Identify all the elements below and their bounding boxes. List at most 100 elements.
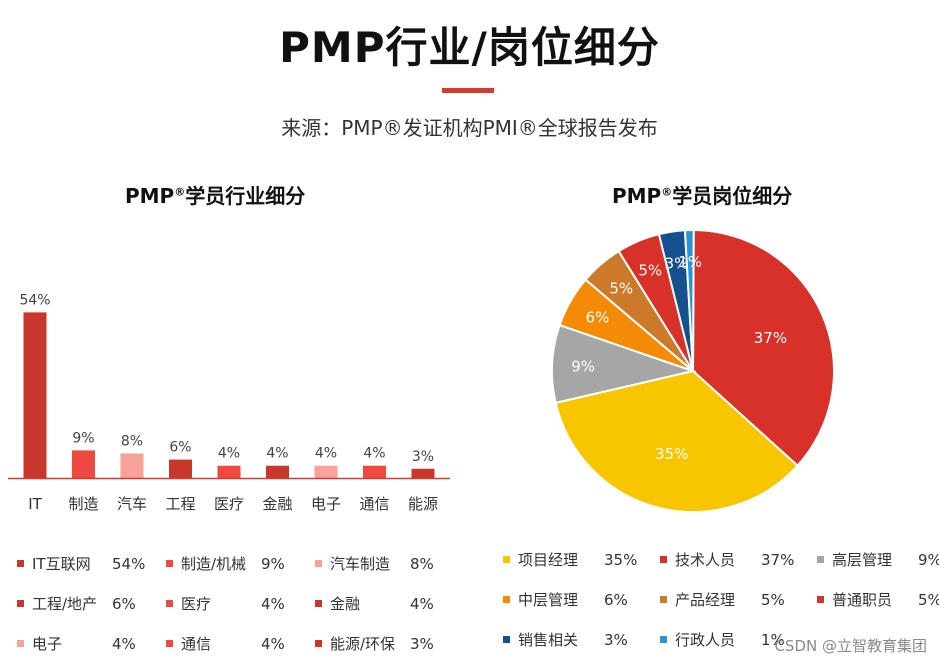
legend-swatch bbox=[503, 636, 510, 643]
legend-value: 3% bbox=[410, 634, 434, 653]
legend-label: 能源/环保 bbox=[330, 635, 396, 653]
legend-item: 电子 4% bbox=[17, 633, 136, 654]
legend-item: 行政人员 1% bbox=[660, 629, 785, 650]
bar-title-suffix: 学员行业细分 bbox=[185, 184, 306, 208]
legend-label: 汽车制造 bbox=[330, 555, 391, 573]
bar-4 bbox=[169, 459, 192, 478]
bar-8 bbox=[363, 465, 386, 478]
bar-value-label: 4% bbox=[266, 446, 288, 462]
bar-category-label: 汽车 bbox=[117, 495, 147, 513]
bar-value-label: 4% bbox=[363, 446, 385, 462]
legend-swatch bbox=[660, 636, 667, 643]
pie-slice-label: 35% bbox=[655, 445, 688, 463]
bar-5 bbox=[217, 465, 241, 478]
legend-label: 通信 bbox=[181, 635, 212, 653]
legend-item: 普通职员 5% bbox=[817, 589, 939, 610]
pie-slice-label: 5% bbox=[609, 280, 633, 298]
legend-item: 技术人员 37% bbox=[660, 549, 794, 570]
pie-slice-1 bbox=[691, 228, 835, 468]
legend-value: 3% bbox=[604, 630, 628, 649]
legend-swatch bbox=[660, 556, 667, 563]
legend-label: 医疗 bbox=[181, 595, 212, 613]
legend-label: 制造/机械 bbox=[181, 555, 247, 573]
legend-swatch bbox=[315, 560, 322, 567]
legend-label: 项目经理 bbox=[518, 551, 579, 569]
source-note: 来源：PMP®发证机构PMI®全球报告发布 bbox=[281, 116, 658, 140]
pie-slice-label: 37% bbox=[754, 329, 787, 347]
legend-value: 9% bbox=[918, 550, 939, 569]
legend-value: 5% bbox=[918, 590, 939, 609]
bar-category-label: IT bbox=[28, 495, 42, 513]
legend-value: 4% bbox=[410, 594, 434, 613]
bar-value-label: 4% bbox=[218, 446, 240, 462]
legend-value: 8% bbox=[410, 554, 434, 573]
legend-label: 销售相关 bbox=[518, 631, 579, 649]
legend-swatch bbox=[166, 640, 173, 647]
legend-item: 高层管理 9% bbox=[817, 549, 939, 570]
legend-swatch bbox=[17, 640, 24, 647]
pie-slice-label: 3% bbox=[665, 254, 689, 272]
legend-swatch bbox=[503, 596, 510, 603]
bar-category-label: 制造 bbox=[68, 495, 98, 513]
bar-category-label: 通信 bbox=[359, 495, 389, 513]
legend-item: 产品经理 5% bbox=[660, 589, 785, 610]
bar-category-label: 电子 bbox=[311, 495, 341, 513]
pie-title-suffix: 学员岗位细分 bbox=[672, 184, 793, 208]
legend-item: 中层管理 6% bbox=[503, 589, 628, 610]
legend-item: 项目经理 35% bbox=[503, 549, 637, 570]
bar-value-label: 9% bbox=[72, 430, 94, 446]
legend-label: 电子 bbox=[32, 635, 63, 653]
pie-title-sup: ® bbox=[661, 185, 673, 199]
legend-value: 5% bbox=[761, 590, 785, 609]
pie-slice-8 bbox=[683, 229, 695, 372]
bar-value-label: 54% bbox=[19, 292, 50, 308]
pie-title-prefix: PMP bbox=[612, 184, 662, 208]
legend-item: 销售相关 3% bbox=[503, 629, 628, 650]
legend-item: 医疗 4% bbox=[166, 593, 285, 614]
legend-swatch bbox=[166, 600, 173, 607]
legend-item: 汽车制造 8% bbox=[315, 553, 434, 574]
pie-slice-2 bbox=[554, 369, 799, 513]
legend-value: 54% bbox=[112, 554, 146, 573]
legend-swatch bbox=[503, 556, 510, 563]
legend-value: 4% bbox=[112, 634, 136, 653]
bar-value-label: 6% bbox=[169, 440, 191, 456]
legend-label: 普通职员 bbox=[832, 591, 893, 609]
bar-9 bbox=[411, 468, 435, 478]
legend-value: 6% bbox=[604, 590, 628, 609]
legend-swatch bbox=[660, 596, 667, 603]
legend-item: 通信 4% bbox=[166, 633, 285, 654]
bar-title-prefix: PMP bbox=[125, 184, 175, 208]
legend-swatch bbox=[315, 600, 322, 607]
bar-1 bbox=[23, 312, 47, 478]
page-title: PMP行业/岗位细分 bbox=[279, 23, 660, 72]
pie-chart-title: PMP®学员岗位细分 bbox=[612, 180, 792, 209]
legend-label: 工程/地产 bbox=[32, 595, 98, 613]
position-pie-chart: 37%35%9%6%5%5% 3%1% bbox=[551, 228, 835, 513]
legend-label: 高层管理 bbox=[832, 551, 893, 569]
bar-3 bbox=[120, 453, 144, 478]
legend-swatch bbox=[17, 600, 24, 607]
legend-item: IT互联网 54% bbox=[17, 553, 145, 574]
legend-value: 37% bbox=[761, 550, 795, 569]
bar-2 bbox=[72, 450, 95, 478]
pie-slice-label: 6% bbox=[586, 309, 610, 327]
legend-swatch bbox=[166, 560, 173, 567]
bar-category-label: 金融 bbox=[262, 495, 292, 513]
pie-slice-label: 1% bbox=[678, 253, 702, 271]
legend-swatch bbox=[315, 640, 322, 647]
bar-6 bbox=[266, 465, 289, 478]
bar-value-label: 8% bbox=[121, 433, 143, 449]
legend-label: 行政人员 bbox=[675, 631, 736, 649]
bar-chart-title: PMP®学员行业细分 bbox=[125, 180, 305, 209]
title-underline bbox=[442, 88, 494, 93]
bar-7 bbox=[314, 465, 338, 478]
legend-item: 制造/机械 9% bbox=[166, 553, 285, 574]
pie-slice-label: 5% bbox=[638, 262, 662, 280]
pie-slice-label: 9% bbox=[571, 357, 595, 375]
legend-label: IT互联网 bbox=[32, 555, 91, 573]
bar-category-label: 医疗 bbox=[214, 495, 244, 513]
bar-value-label: 4% bbox=[315, 446, 337, 462]
legend-swatch bbox=[817, 556, 824, 563]
industry-bar-chart: 54% IT 9% 制造 8% 汽车 6% 工程 4% 医疗 4% 金融 4% 电子 4% 通信 3% 能源 bbox=[8, 292, 450, 513]
